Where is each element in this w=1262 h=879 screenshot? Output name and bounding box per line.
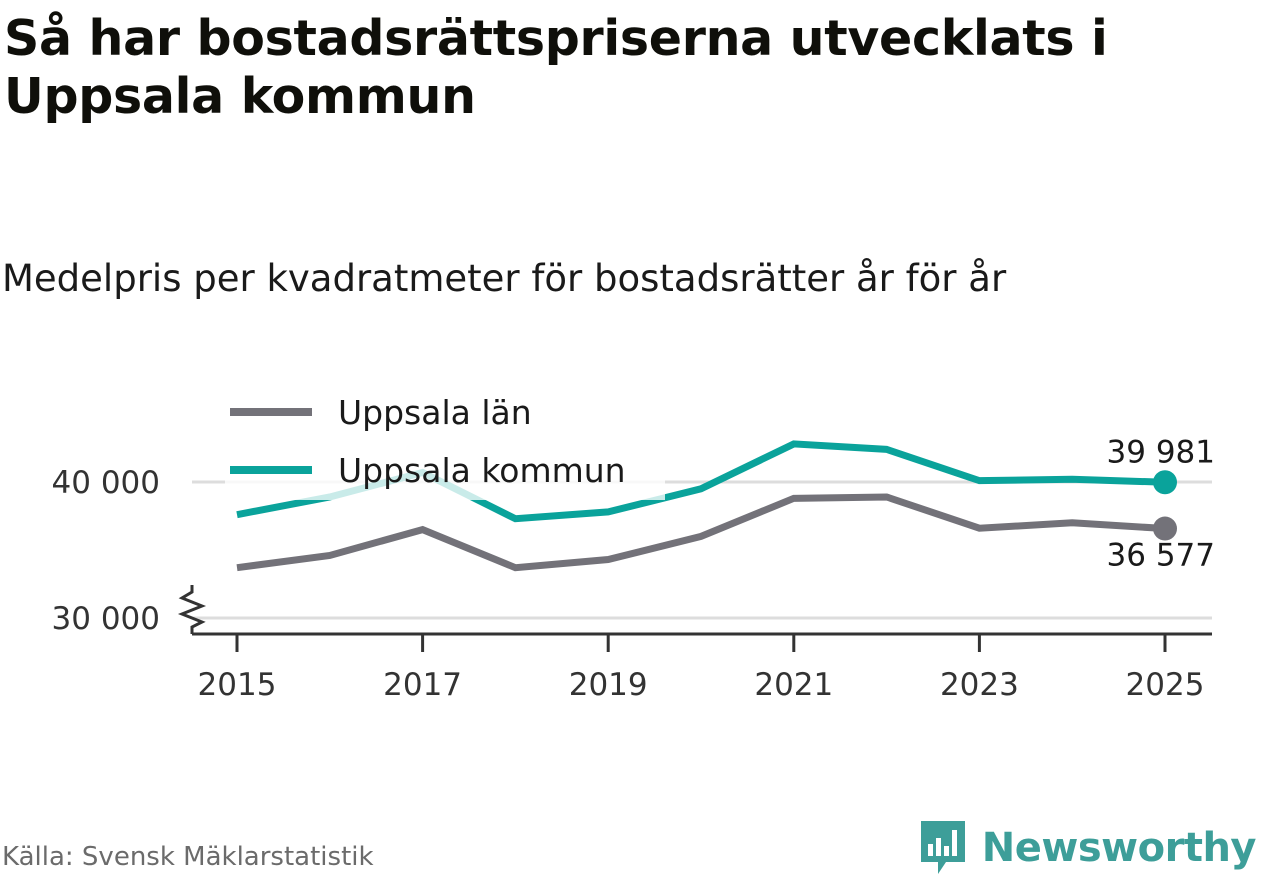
legend: Uppsala län Uppsala kommun [225,385,665,500]
chart-title: Så har bostadsrättspriserna utvecklats i… [4,10,1108,125]
y-tick-label: 30 000 [52,601,160,637]
series-line-uppsala-lan [236,493,1166,572]
label-layer: 36 577 39 981 [1107,434,1215,573]
series-end-point [1153,470,1177,495]
x-tick-label: 2017 [383,667,462,703]
x-tick-label: 2015 [198,667,277,703]
legend-background [225,385,665,500]
legend-label: Uppsala län [338,393,532,432]
chart-subtitle: Medelpris per kvadratmeter för bostadsrä… [2,257,1007,300]
x-tick-label: 2025 [1126,667,1205,703]
legend-label: Uppsala kommun [338,451,626,490]
x-tick-label: 2019 [569,667,648,703]
brand-name: Newsworthy [981,825,1257,871]
axis-layer: 30 000 40 000 2015 2017 2019 2021 2023 2025 [52,465,1212,703]
line-chart: 30 000 40 000 2015 2017 2019 2021 2023 2025 Upp… [51,385,1215,703]
brand-logo: Newsworthy [918,818,1257,878]
source-note: Källa: Svensk Mäklarstatistik [2,842,374,872]
series-end-point [1153,516,1177,541]
x-tick-label: 2021 [754,667,833,703]
x-tick-label: 2023 [940,667,1019,703]
end-value-label: 39 981 [1107,434,1215,470]
axis-break-icon [177,585,207,634]
y-tick-label: 40 000 [52,465,160,501]
bar-chart-logo-icon [920,821,965,874]
end-value-label: 36 577 [1107,538,1215,574]
